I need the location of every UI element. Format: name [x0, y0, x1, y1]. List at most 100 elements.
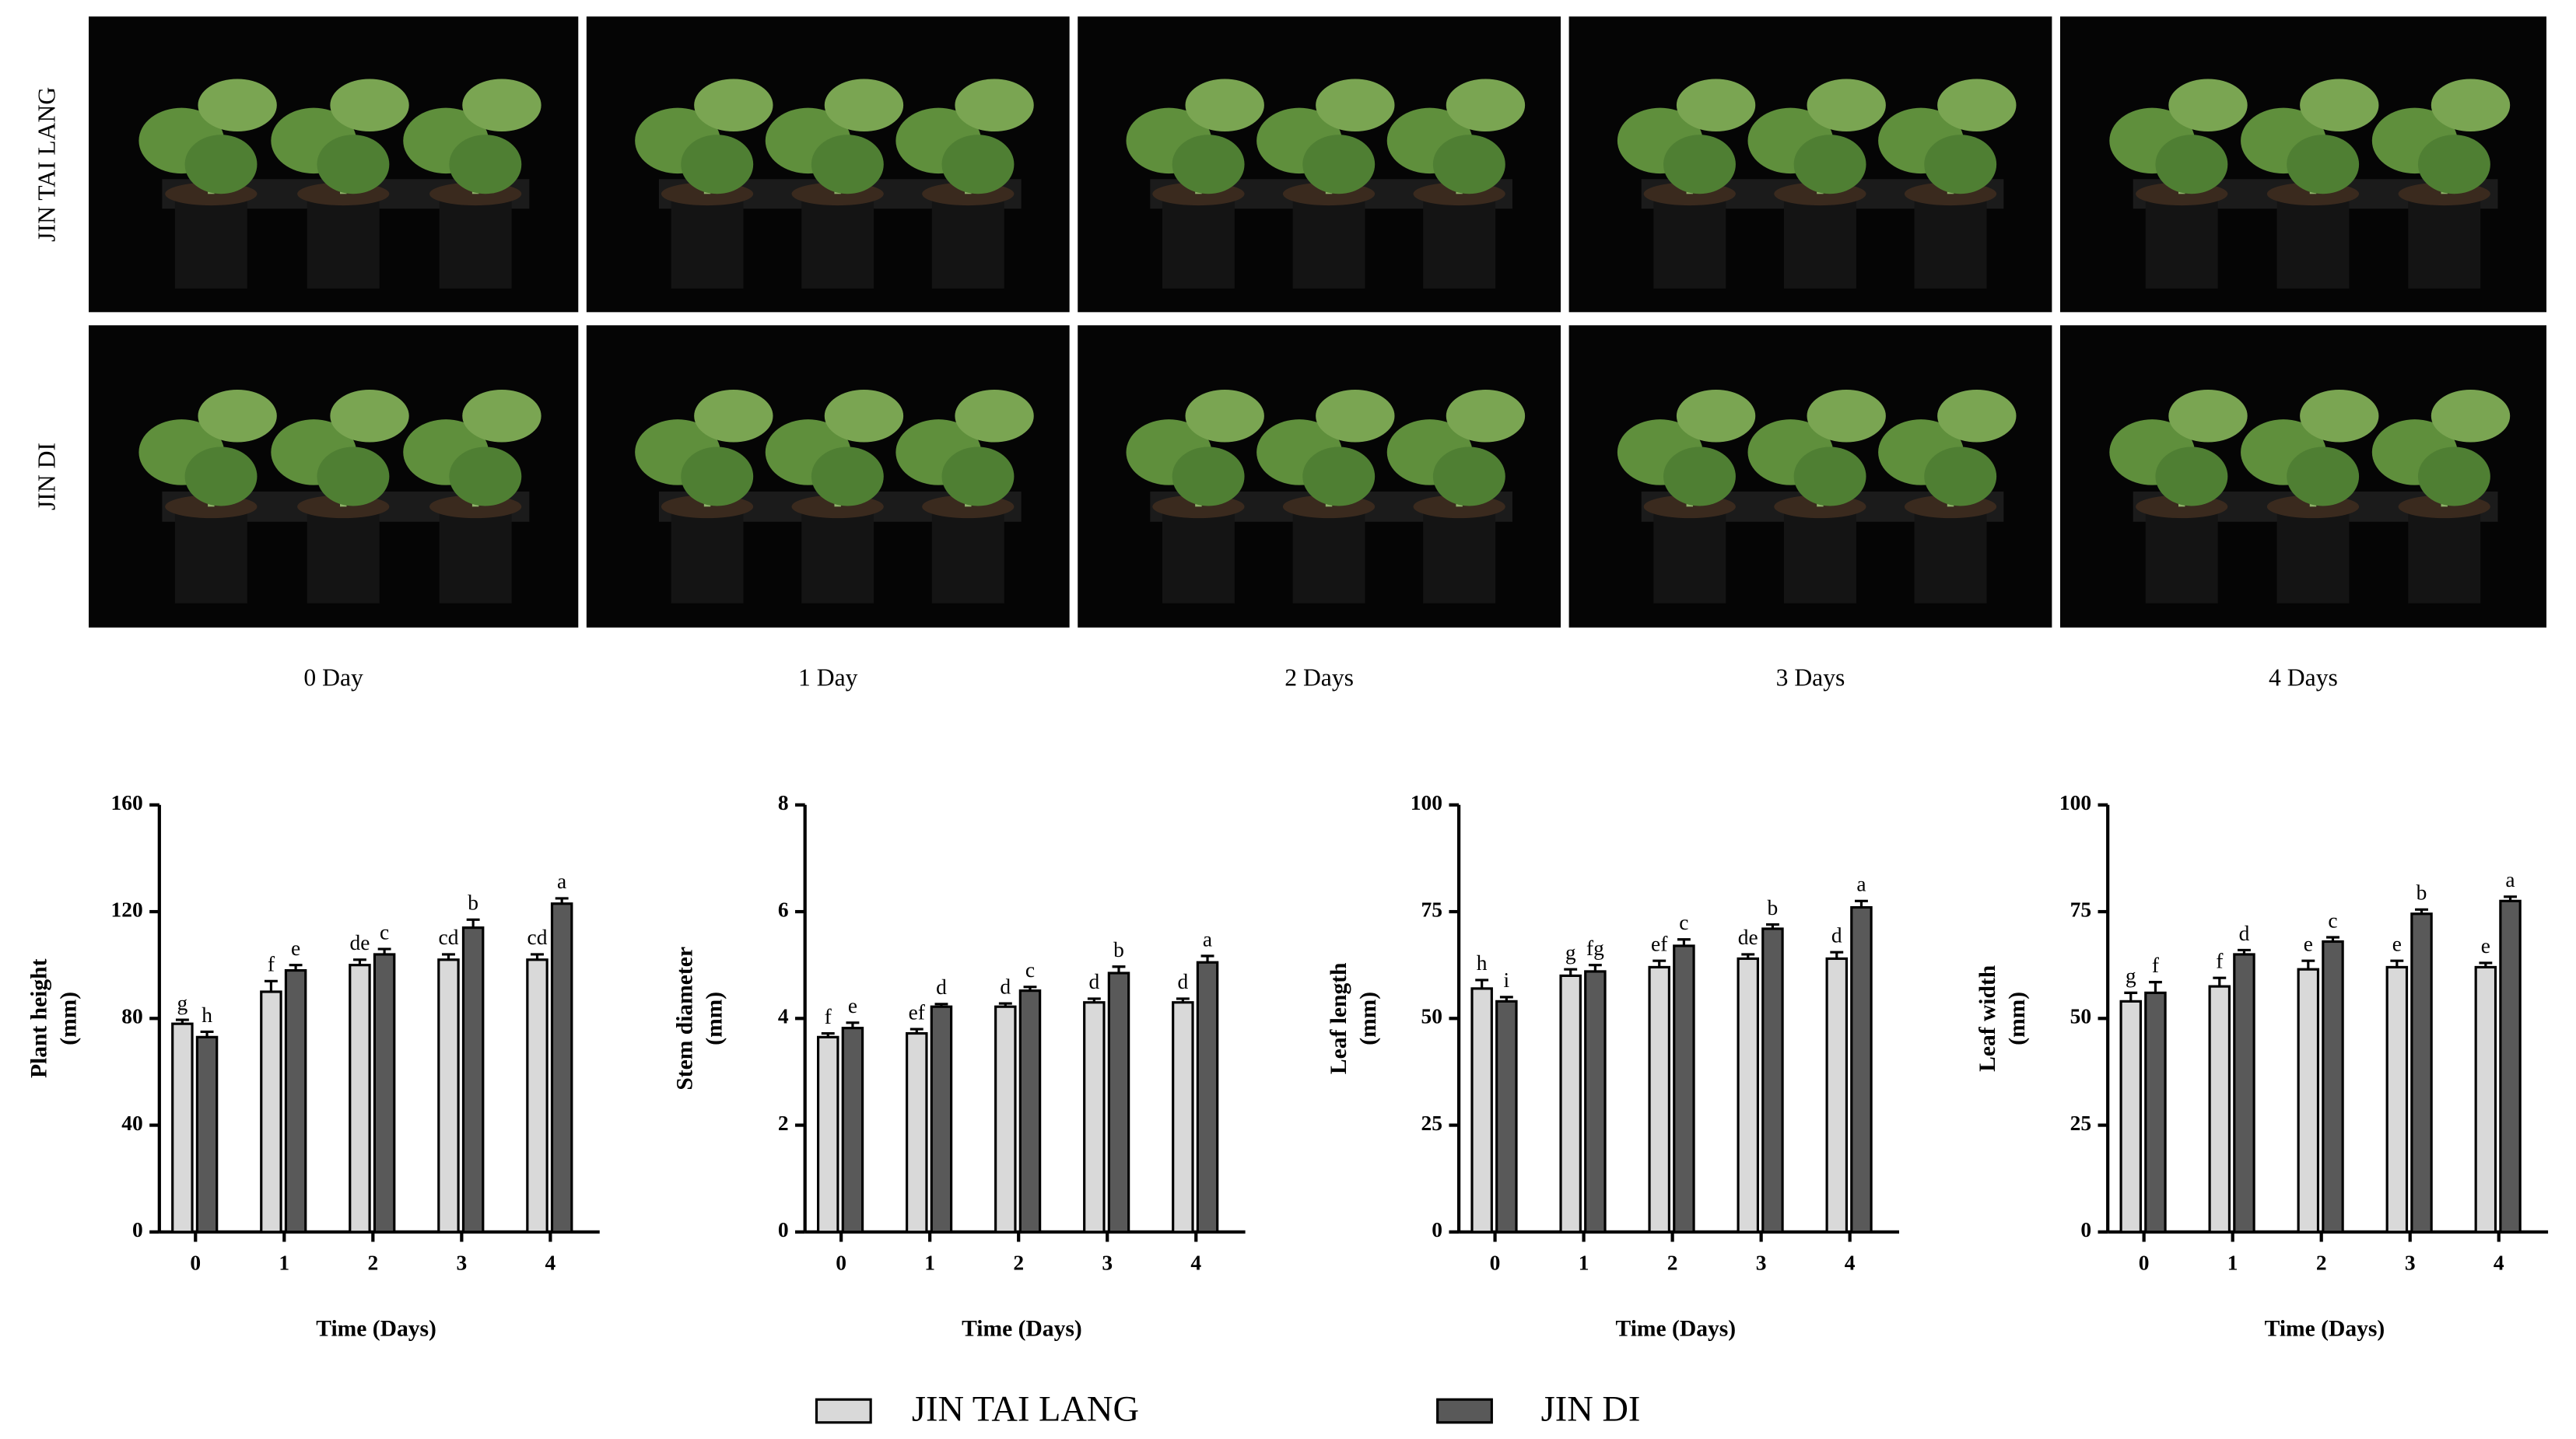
leaf	[449, 135, 522, 194]
bar	[816, 1035, 839, 1234]
legend-label: JIN DI	[1541, 1390, 1641, 1430]
significance-letter: f	[2216, 949, 2224, 972]
x-tick-label: 2	[367, 1251, 378, 1274]
row-label: JIN TAI LANG	[33, 87, 61, 242]
pot	[1914, 513, 1987, 604]
y-tick-label: 4	[778, 1005, 789, 1028]
pot	[671, 513, 744, 604]
x-tick-label: 1	[2227, 1251, 2238, 1274]
bar	[1470, 987, 1493, 1234]
x-tick-label: 2	[2316, 1251, 2327, 1274]
column-label: 4 Days	[2269, 664, 2338, 691]
error-bar	[264, 979, 278, 992]
leaf	[811, 135, 884, 194]
error-bar	[2479, 961, 2493, 968]
error-bar	[175, 1018, 189, 1024]
x-tick-label: 0	[836, 1251, 846, 1274]
error-bar	[2301, 959, 2315, 970]
x-tick-label: 0	[2139, 1251, 2150, 1274]
pot	[801, 199, 874, 289]
bar	[1559, 974, 1582, 1234]
photo	[586, 325, 1070, 628]
bar	[994, 1005, 1017, 1234]
x-tick-label: 0	[190, 1251, 201, 1274]
significance-letter: c	[380, 920, 389, 944]
leaf	[462, 389, 541, 443]
x-tick-label: 1	[279, 1251, 289, 1274]
error-bar	[1830, 951, 1844, 959]
significance-letter: d	[1831, 924, 1842, 947]
y-tick-label: 50	[2070, 1005, 2091, 1028]
significance-letter: c	[2328, 909, 2337, 932]
bar	[2410, 912, 2433, 1234]
bar	[526, 958, 548, 1234]
error-bar	[821, 1031, 835, 1038]
error-bar	[1564, 968, 1578, 976]
error-bar	[1652, 959, 1667, 968]
pot	[2276, 513, 2350, 604]
pot	[174, 513, 247, 604]
significance-letter: e	[291, 937, 300, 960]
error-bar	[555, 897, 569, 904]
pot	[1653, 199, 1726, 289]
pot	[1423, 199, 1496, 289]
photo	[89, 325, 579, 628]
x-tick-label: 2	[1013, 1251, 1024, 1274]
error-bar	[1475, 979, 1489, 989]
leaf	[2431, 79, 2511, 132]
bar	[906, 1031, 928, 1234]
leaf	[2417, 135, 2490, 194]
error-bar	[1499, 996, 1513, 1002]
leaf	[2168, 79, 2248, 132]
error-bar	[1588, 964, 1602, 972]
significance-letter: c	[1025, 958, 1035, 982]
bar	[550, 902, 573, 1234]
leaf	[2300, 389, 2379, 443]
photo	[1078, 16, 1561, 313]
leaf	[2431, 389, 2511, 443]
significance-letter: g	[177, 991, 188, 1014]
leaf	[449, 446, 522, 506]
significance-letter: d	[1000, 975, 1011, 998]
leaf	[1924, 446, 1997, 506]
bar	[1083, 1001, 1106, 1234]
error-bar	[1741, 953, 1755, 959]
bar	[1196, 961, 1219, 1234]
error-bar	[1176, 997, 1190, 1003]
error-bar	[1677, 938, 1691, 946]
pot	[1783, 199, 1856, 289]
x-tick-label: 3	[1102, 1251, 1113, 1274]
leaf	[955, 79, 1034, 132]
leaf	[681, 135, 754, 194]
leaf	[2300, 79, 2379, 132]
photo	[1568, 16, 2052, 313]
error-bar	[2124, 991, 2138, 1002]
significance-letter: f	[825, 1005, 832, 1028]
pot	[671, 199, 744, 289]
significance-letter: e	[848, 994, 857, 1017]
x-tick-label: 4	[2494, 1251, 2504, 1274]
bar	[284, 968, 307, 1234]
x-axis-label: Time (Days)	[962, 1316, 1082, 1341]
significance-letter: cd	[527, 926, 548, 949]
y-axis-label: (mm)	[1356, 992, 1381, 1045]
photo	[1568, 325, 2052, 628]
significance-letter: de	[349, 931, 370, 954]
bar	[1107, 972, 1130, 1234]
error-bar	[998, 1002, 1012, 1007]
leaf	[330, 389, 409, 443]
x-tick-label: 1	[924, 1251, 935, 1274]
leaf	[811, 446, 884, 506]
column-label: 3 Days	[1776, 664, 1845, 691]
pot	[2145, 513, 2218, 604]
pot	[2408, 199, 2481, 289]
leaf	[2155, 135, 2228, 194]
y-axis-label: Leaf length	[1327, 963, 1351, 1075]
leaf	[317, 135, 390, 194]
significance-letter: b	[1768, 896, 1779, 919]
bar	[349, 964, 371, 1234]
x-tick-label: 4	[1845, 1251, 1856, 1274]
y-tick-label: 8	[778, 791, 789, 814]
legend-label: JIN TAI LANG	[912, 1390, 1139, 1430]
